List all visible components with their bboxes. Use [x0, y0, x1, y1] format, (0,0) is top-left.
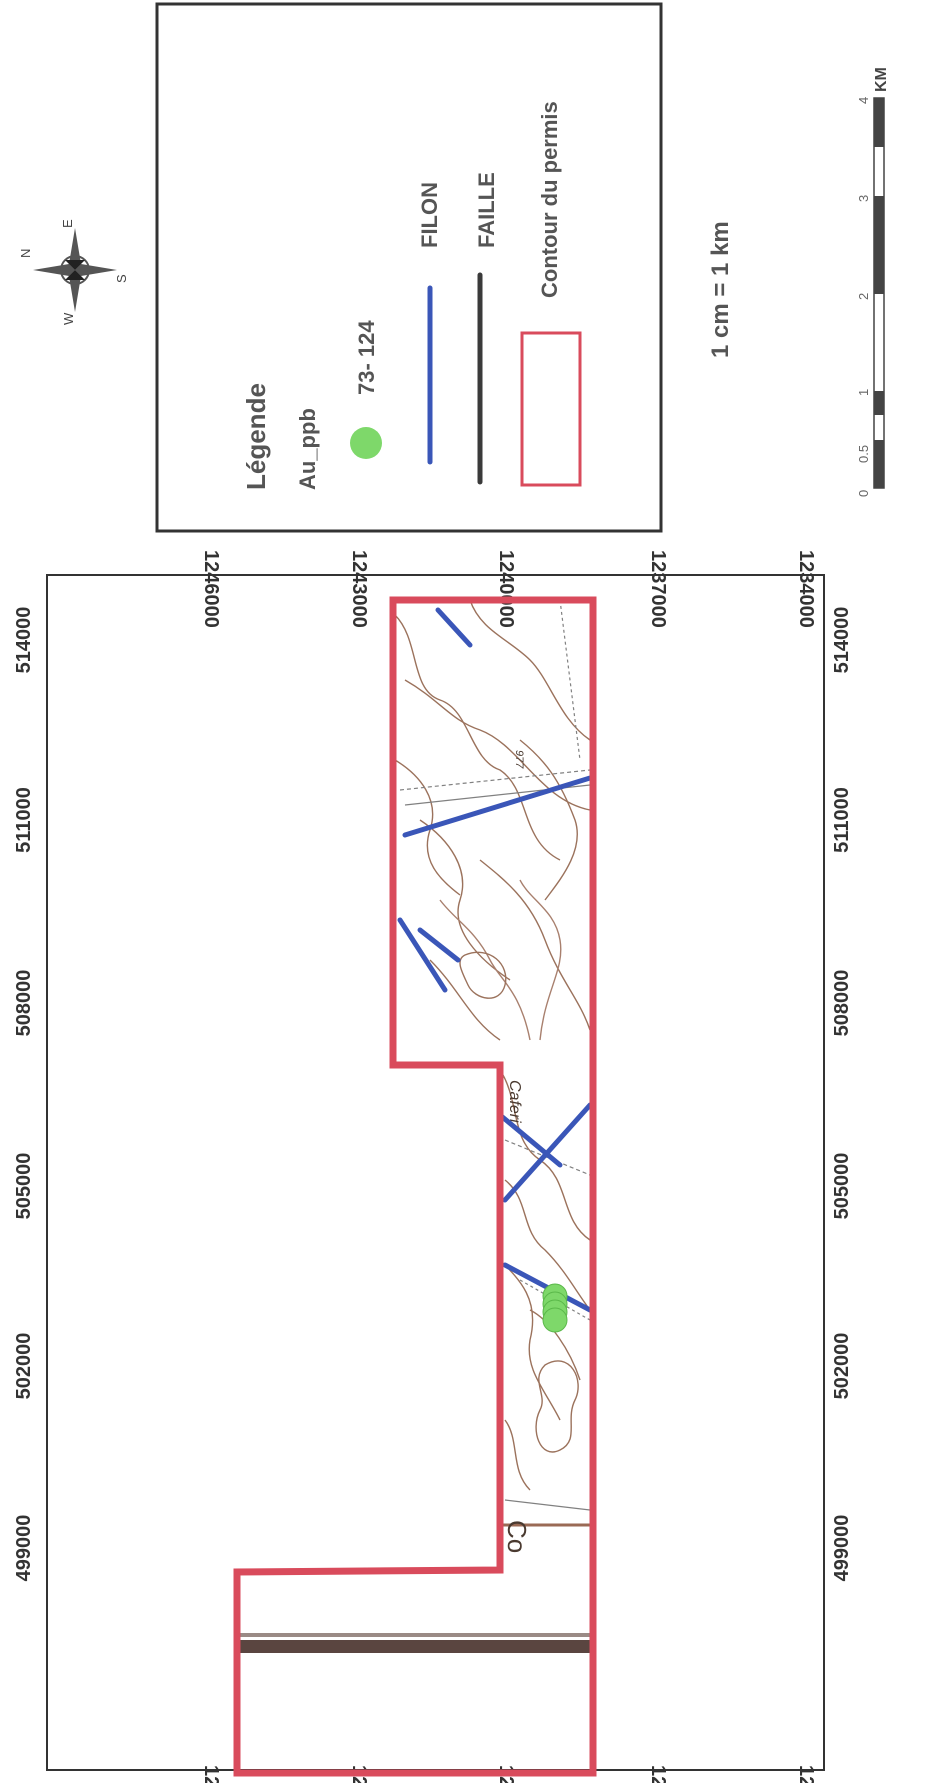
y-tick-bottom-1237000: 1237000	[647, 1765, 669, 1783]
vein-line	[497, 1112, 563, 1168]
topo-contour	[499, 1259, 561, 1421]
x-tick-top-511000: 511000	[13, 787, 35, 853]
topo-contour	[529, 1309, 581, 1381]
y-tick-top-1234000: 1234000	[795, 550, 817, 628]
topo-contour	[429, 959, 501, 1041]
scale-text: 1 cm = 1 km	[707, 221, 734, 358]
topo-contour	[519, 739, 578, 901]
legend-box	[155, 2, 663, 533]
y-tick-bottom-1234000: 1234000	[795, 1765, 817, 1783]
topo-contour	[404, 679, 591, 811]
vein-line	[402, 775, 593, 838]
y-axis-top: 1246000 1243000 1240000 1237000 1234000	[200, 550, 817, 628]
topo-road	[519, 1279, 591, 1321]
compass-n: N	[18, 249, 33, 258]
x-axis-top: 514000 511000 508000 505000 502000 49900…	[13, 607, 35, 1582]
map-place-labels: Caferi Co 977	[502, 750, 532, 1553]
legend-field-name: Au_ppb	[295, 408, 320, 490]
y-tick-top-1237000: 1237000	[647, 550, 669, 628]
topo-closed-contour	[459, 951, 507, 999]
scale-segment	[874, 440, 884, 488]
x-axis-bottom: 514000 511000 508000 505000 502000 49900…	[831, 607, 853, 1582]
scale-unit: KM	[873, 67, 890, 92]
legend-title: Légende	[241, 383, 271, 490]
scale-bar	[873, 97, 885, 489]
legend-permit-label: Contour du permis	[537, 101, 562, 298]
topo-contour	[469, 599, 591, 741]
road-band-light	[237, 1633, 590, 1637]
y-tick-top-1246000: 1246000	[200, 550, 222, 628]
x-tick-bottom-511000: 511000	[831, 787, 853, 853]
compass-e: E	[60, 219, 75, 228]
x-tick-bottom-505000: 505000	[831, 1153, 853, 1220]
scale-tick-3: 3	[856, 195, 871, 202]
x-tick-top-505000: 505000	[13, 1153, 35, 1220]
compass-letters: N E S W	[18, 219, 129, 325]
topo-road	[504, 1499, 591, 1511]
x-tick-bottom-499000: 499000	[831, 1515, 853, 1582]
legend-sample-label: 73- 124	[354, 320, 379, 395]
topo-contour	[394, 614, 561, 861]
sample-point	[542, 1307, 568, 1333]
topo-contour	[504, 1179, 591, 1311]
y-tick-bottom-1246000: 1246000	[200, 1765, 222, 1783]
topographic-background	[394, 599, 591, 1511]
place-label-co: Co	[502, 1520, 532, 1553]
topo-contour	[394, 759, 461, 896]
topo-stream	[519, 879, 562, 1041]
x-tick-bottom-514000: 514000	[831, 607, 853, 674]
sample-points	[542, 1283, 568, 1333]
map-frame	[46, 574, 825, 1771]
scale-tick-0: 0	[856, 490, 871, 497]
scale-segment	[874, 391, 884, 415]
scale-tick-2: 2	[856, 293, 871, 300]
scale-segment	[874, 196, 884, 294]
place-label-977: 977	[513, 750, 525, 769]
vein-lines	[397, 607, 593, 1313]
legend-permit-symbol	[520, 331, 582, 487]
vein-line	[417, 927, 461, 963]
road-band-dark	[237, 1640, 590, 1653]
y-tick-top-1243000: 1243000	[348, 550, 370, 628]
permit-contour	[233, 596, 597, 1777]
compass-w: W	[61, 312, 76, 325]
x-tick-top-508000: 508000	[13, 970, 35, 1037]
scale-ticks: 0 0.5 1 2 3 4	[856, 97, 871, 497]
legend-sample-symbol	[350, 427, 382, 459]
x-tick-bottom-502000: 502000	[831, 1333, 853, 1400]
x-tick-top-499000: 499000	[13, 1515, 35, 1582]
scale-segment	[874, 98, 884, 147]
topo-closed-contour	[535, 1360, 579, 1453]
topo-stream	[439, 899, 531, 1041]
scale-tick-1: 1	[856, 389, 871, 396]
legend-vein-label: FILON	[417, 182, 442, 248]
compass-s: S	[114, 274, 129, 283]
topo-road	[559, 599, 581, 761]
x-tick-bottom-508000: 508000	[831, 970, 853, 1037]
x-tick-top-514000: 514000	[13, 607, 35, 674]
place-label-caferi: Caferi	[506, 1080, 523, 1123]
topo-contour	[419, 819, 511, 981]
vein-line	[435, 607, 473, 648]
scale-tick-4: 4	[856, 97, 871, 104]
topo-contour	[479, 859, 591, 1031]
compass-rose-icon	[33, 228, 117, 312]
topo-road	[399, 769, 591, 791]
scale-tick-0-5: 0.5	[856, 445, 871, 463]
y-tick-top-1240000: 1240000	[495, 550, 517, 628]
vein-line	[397, 917, 448, 993]
legend-fault-label: FAILLE	[474, 172, 499, 248]
x-tick-top-502000: 502000	[13, 1333, 35, 1400]
topo-contour	[504, 1419, 531, 1491]
